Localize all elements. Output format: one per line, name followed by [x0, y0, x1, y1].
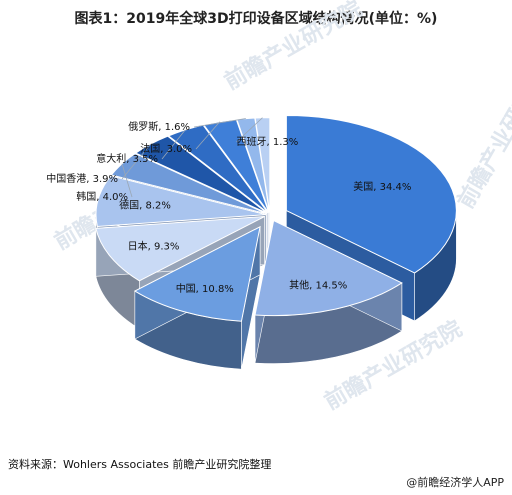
slice-4: [95, 175, 267, 227]
leader-6: [121, 143, 152, 180]
source-note: 资料来源：Wohlers Associates 前瞻产业研究院整理: [8, 458, 272, 471]
brand-credit: @前瞻经济学人APP: [406, 476, 504, 489]
slice-1: [254, 219, 403, 317]
slice-3: [95, 216, 265, 282]
slice-label-0: 美国, 34.4%: [353, 180, 411, 193]
slice-label-4: 德国, 8.2%: [119, 199, 171, 212]
slice-label-6: 中国香港, 3.9%: [46, 172, 118, 185]
slice-8: [203, 118, 270, 213]
slice-label-10: 西班牙, 1.3%: [236, 136, 298, 148]
chart-title: 图表1：2019年全球3D打印设备区域结构情况(单位：%): [74, 11, 438, 27]
slice-label-3: 日本, 9.3%: [128, 239, 180, 252]
slice-2: [133, 225, 261, 322]
slice-tops: [95, 115, 457, 322]
slice-label-2: 中国, 10.8%: [176, 282, 234, 295]
leader-9: [193, 118, 246, 128]
slice-0: [285, 115, 457, 274]
watermark-3: 前瞻产业研究院: [453, 67, 512, 213]
slice-label-8: 法国, 3.0%: [140, 142, 192, 155]
leader-8: [195, 121, 221, 150]
slice-label-1: 其他, 14.5%: [289, 278, 347, 291]
slice-6: [134, 135, 268, 214]
leader-lines: [121, 117, 263, 198]
watermark-1: 前瞻产业研究院: [220, 0, 366, 95]
slice-labels: 美国, 34.4% 其他, 14.5% 中国, 10.8% 日本, 9.3% 德国, 8…: [46, 120, 411, 295]
leader-10: [236, 117, 263, 143]
slice-label-5: 韩国, 4.0%: [76, 190, 128, 203]
leader-7: [161, 129, 186, 160]
slice-label-7: 意大利, 3.5%: [96, 152, 158, 165]
slice-label-9: 俄罗斯, 1.6%: [128, 120, 190, 133]
leader-5: [121, 163, 133, 198]
